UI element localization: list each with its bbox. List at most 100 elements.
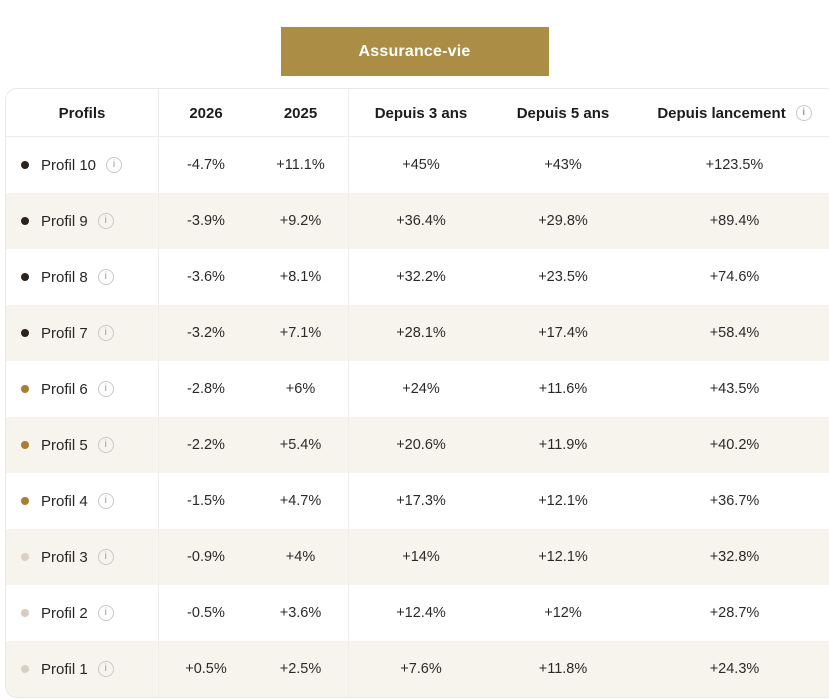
profile-dot bbox=[21, 497, 29, 505]
cell-value: +123.5% bbox=[705, 157, 764, 173]
column-header-depuis-5-ans: Depuis 5 ans bbox=[516, 104, 610, 122]
cell-value: +58.4% bbox=[709, 325, 760, 341]
info-icon[interactable]: i bbox=[97, 437, 114, 453]
table-row: Profil 5 i -2.2% +5.4% +20.6% +11.9% +40… bbox=[6, 417, 829, 473]
profile-dot bbox=[21, 273, 29, 281]
column-header-2025: 2025 bbox=[253, 89, 349, 137]
profile-label: Profil 1 bbox=[41, 660, 88, 678]
profile-dot bbox=[21, 161, 29, 169]
table-row: Profil 4 i -1.5% +4.7% +17.3% +12.1% +36… bbox=[6, 473, 829, 529]
cell-value: +43% bbox=[544, 157, 582, 173]
profile-label: Profil 7 bbox=[41, 324, 88, 342]
cell-value: +24% bbox=[402, 381, 440, 397]
profile-cell: Profil 4 i bbox=[6, 473, 159, 529]
table-row: Profil 2 i -0.5% +3.6% +12.4% +12% +28.7… bbox=[6, 585, 829, 641]
cell-value: -3.9% bbox=[187, 213, 225, 229]
cell-value: +9.2% bbox=[253, 193, 349, 249]
table-body: Profil 10 i -4.7% +11.1% +45% +43% +123.… bbox=[6, 137, 829, 697]
profile-cell: Profil 9 i bbox=[6, 193, 159, 249]
cell-value: +12.1% bbox=[538, 493, 588, 509]
profile-dot bbox=[21, 385, 29, 393]
cell-value: +7.1% bbox=[253, 305, 349, 361]
table-row: Profil 10 i -4.7% +11.1% +45% +43% +123.… bbox=[6, 137, 829, 193]
profile-label: Profil 3 bbox=[41, 548, 88, 566]
cell-value: +12% bbox=[544, 605, 582, 621]
cell-value: +17.3% bbox=[396, 493, 446, 509]
cell-value: +5.4% bbox=[253, 417, 349, 473]
column-header-2026: 2026 bbox=[189, 104, 223, 122]
cell-value: -0.9% bbox=[187, 549, 225, 565]
profile-cell: Profil 6 i bbox=[6, 361, 159, 417]
cell-value: +36.4% bbox=[396, 213, 446, 229]
cell-value: +4% bbox=[253, 529, 349, 585]
table-row: Profil 7 i -3.2% +7.1% +28.1% +17.4% +58… bbox=[6, 305, 829, 361]
cell-value: +23.5% bbox=[538, 269, 588, 285]
cell-value: +89.4% bbox=[709, 213, 760, 229]
profile-cell: Profil 1 i bbox=[6, 641, 159, 697]
cell-value: -1.5% bbox=[187, 493, 225, 509]
profile-label: Profil 2 bbox=[41, 604, 88, 622]
cell-value: +32.8% bbox=[709, 549, 760, 565]
table-row: Profil 8 i -3.6% +8.1% +32.2% +23.5% +74… bbox=[6, 249, 829, 305]
cell-value: +74.6% bbox=[709, 269, 760, 285]
info-icon[interactable]: i bbox=[97, 605, 114, 621]
table-row: Profil 3 i -0.9% +4% +14% +12.1% +32.8% bbox=[6, 529, 829, 585]
cell-value: +8.1% bbox=[253, 249, 349, 305]
profile-dot bbox=[21, 329, 29, 337]
profile-dot bbox=[21, 553, 29, 561]
profile-label: Profil 5 bbox=[41, 436, 88, 454]
profile-label: Profil 6 bbox=[41, 380, 88, 398]
profile-label: Profil 9 bbox=[41, 212, 88, 230]
cell-value: -2.8% bbox=[187, 381, 225, 397]
info-icon[interactable]: i bbox=[97, 549, 114, 565]
cell-value: +32.2% bbox=[396, 269, 446, 285]
info-icon[interactable]: i bbox=[795, 105, 812, 121]
profile-label: Profil 10 bbox=[41, 156, 97, 174]
cell-value: +12.4% bbox=[396, 605, 446, 621]
profile-dot bbox=[21, 665, 29, 673]
info-icon[interactable]: i bbox=[97, 493, 114, 509]
info-icon[interactable]: i bbox=[97, 325, 114, 341]
table-row: Profil 1 i +0.5% +2.5% +7.6% +11.8% +24.… bbox=[6, 641, 829, 697]
cell-value: +29.8% bbox=[538, 213, 588, 229]
profile-label: Profil 4 bbox=[41, 492, 88, 510]
cell-value: +20.6% bbox=[396, 437, 446, 453]
cell-value: +11.9% bbox=[538, 437, 588, 453]
profile-cell: Profil 3 i bbox=[6, 529, 159, 585]
info-icon[interactable]: i bbox=[97, 661, 114, 677]
cell-value: +14% bbox=[402, 549, 440, 565]
cell-value: -3.2% bbox=[187, 325, 225, 341]
cell-value: +43.5% bbox=[709, 381, 760, 397]
column-header-depuis-3-ans: Depuis 3 ans bbox=[374, 104, 468, 122]
cell-value: +45% bbox=[402, 157, 440, 173]
profile-dot bbox=[21, 217, 29, 225]
profile-cell: Profil 2 i bbox=[6, 585, 159, 641]
cell-value: +17.4% bbox=[538, 325, 588, 341]
cell-value: +7.6% bbox=[400, 661, 442, 677]
profile-label: Profil 8 bbox=[41, 268, 88, 286]
column-header-depuis-lancement-label: Depuis lancement bbox=[657, 104, 786, 122]
profile-dot bbox=[21, 609, 29, 617]
cell-value: +28.7% bbox=[709, 605, 760, 621]
profile-dot bbox=[21, 441, 29, 449]
table-row: Profil 9 i -3.9% +9.2% +36.4% +29.8% +89… bbox=[6, 193, 829, 249]
cell-value: +11.6% bbox=[538, 381, 588, 397]
cell-value: +11.1% bbox=[253, 137, 349, 193]
table-row: Profil 6 i -2.8% +6% +24% +11.6% +43.5% bbox=[6, 361, 829, 417]
info-icon[interactable]: i bbox=[97, 269, 114, 285]
info-icon[interactable]: i bbox=[106, 157, 123, 173]
cell-value: +36.7% bbox=[709, 493, 760, 509]
cell-value: +0.5% bbox=[185, 661, 227, 677]
cell-value: -2.2% bbox=[187, 437, 225, 453]
column-header-profils: Profils bbox=[6, 89, 159, 137]
cell-value: -0.5% bbox=[187, 605, 225, 621]
info-icon[interactable]: i bbox=[97, 381, 114, 397]
assurance-vie-tab-button[interactable]: Assurance-vie bbox=[280, 27, 549, 76]
cell-value: -4.7% bbox=[187, 157, 225, 173]
cell-value: -3.6% bbox=[187, 269, 225, 285]
cell-value: +4.7% bbox=[253, 473, 349, 529]
profile-cell: Profil 8 i bbox=[6, 249, 159, 305]
info-icon[interactable]: i bbox=[97, 213, 114, 229]
profile-cell: Profil 7 i bbox=[6, 305, 159, 361]
cell-value: +12.1% bbox=[538, 549, 588, 565]
